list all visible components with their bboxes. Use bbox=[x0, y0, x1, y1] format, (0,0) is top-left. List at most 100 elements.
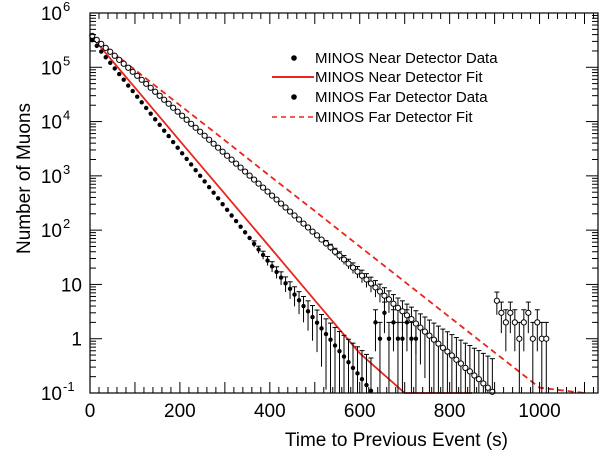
far-data-point bbox=[107, 48, 114, 55]
near-data-point bbox=[251, 241, 257, 247]
fit-line bbox=[89, 33, 585, 394]
far-data-point bbox=[448, 352, 455, 359]
far-data-point bbox=[327, 244, 334, 251]
near-data-point bbox=[179, 151, 185, 156]
near-data-point bbox=[386, 336, 392, 341]
near-data-point bbox=[161, 128, 167, 133]
axis-ticks bbox=[89, 13, 598, 394]
x-tick-label: 800 bbox=[434, 401, 466, 422]
far-data-point bbox=[309, 228, 316, 235]
far-data-point bbox=[259, 184, 267, 191]
far-data-point bbox=[466, 368, 473, 375]
far-data-point bbox=[520, 319, 527, 326]
far-data-point bbox=[188, 120, 195, 127]
far-data-point bbox=[156, 92, 163, 99]
near-data-point bbox=[319, 326, 324, 331]
far-data-point bbox=[147, 84, 154, 91]
far-data-point bbox=[525, 309, 532, 316]
legend-label-near-data: MINOS Near Detector Data bbox=[315, 50, 498, 67]
far-data-point bbox=[421, 328, 429, 335]
y-tick-label: 1 bbox=[71, 330, 82, 351]
far-data-point bbox=[224, 152, 231, 159]
y-tick-label: 10 3 bbox=[41, 162, 70, 188]
far-data-point bbox=[363, 276, 370, 283]
near-data-point bbox=[197, 173, 203, 179]
y-tick-exponent: 6 bbox=[63, 0, 70, 14]
far-data-point bbox=[295, 216, 303, 223]
near-data-point bbox=[103, 55, 108, 60]
far-data-point bbox=[336, 252, 343, 259]
far-data-point bbox=[412, 320, 420, 327]
far-data-point bbox=[529, 335, 536, 342]
far-data-point bbox=[493, 297, 500, 304]
far-data-point bbox=[345, 260, 352, 267]
near-data-point bbox=[256, 247, 261, 252]
near-data-point bbox=[170, 139, 176, 145]
near-data-point bbox=[341, 354, 347, 359]
far-data-point bbox=[273, 196, 280, 203]
y-tick-label: 10 5 bbox=[41, 53, 70, 79]
near-data-point bbox=[283, 281, 288, 286]
y-axis-title: Number of Muons bbox=[14, 103, 35, 254]
near-data-point bbox=[292, 292, 297, 297]
far-data-point bbox=[403, 312, 411, 319]
far-data-point bbox=[385, 296, 393, 303]
far-data-point bbox=[475, 376, 482, 383]
far-data-point bbox=[241, 168, 249, 175]
far-data-point bbox=[215, 144, 222, 151]
far-data-point bbox=[331, 248, 339, 255]
near-data-point bbox=[224, 207, 230, 212]
near-data-point bbox=[395, 336, 401, 341]
near-data-point bbox=[242, 230, 248, 235]
y-tick-exponent: -1 bbox=[63, 379, 75, 394]
near-data-point bbox=[175, 145, 180, 150]
x-tick-label: 200 bbox=[164, 401, 196, 422]
far-data-point bbox=[417, 324, 424, 331]
y-tick-label: 10 2 bbox=[41, 216, 70, 242]
far-data-point bbox=[165, 100, 172, 107]
far-data-point bbox=[313, 232, 321, 239]
near-data-point bbox=[373, 320, 378, 325]
far-data-point bbox=[480, 380, 487, 387]
near-data-point bbox=[364, 382, 369, 388]
far-data-point bbox=[134, 72, 141, 79]
far-data-point bbox=[390, 300, 397, 307]
near-data-point bbox=[400, 336, 405, 341]
near-data-point bbox=[188, 162, 194, 167]
far-data-point bbox=[453, 356, 460, 363]
y-tick-base: 10 bbox=[41, 113, 62, 134]
far-data-point bbox=[435, 340, 442, 347]
far-data-point bbox=[152, 88, 159, 95]
near-data-point bbox=[220, 202, 225, 207]
far-data-point bbox=[444, 348, 451, 355]
far-data-point bbox=[116, 56, 123, 63]
far-data-point bbox=[300, 220, 307, 227]
far-data-point bbox=[233, 160, 240, 167]
far-data-point bbox=[125, 64, 132, 71]
far-data-point bbox=[246, 172, 253, 179]
far-data-point bbox=[471, 372, 478, 379]
far-data-point bbox=[367, 280, 375, 287]
far-data-point bbox=[408, 315, 415, 323]
y-tick-base: 10 bbox=[41, 4, 62, 25]
legend-label-far-fit: MINOS Far Detector Fit bbox=[315, 109, 473, 126]
far-data-point bbox=[170, 104, 177, 111]
far-data-point bbox=[129, 68, 136, 75]
far-data-point bbox=[201, 132, 208, 139]
far-data-point bbox=[111, 52, 118, 59]
near-data-point bbox=[108, 60, 113, 65]
near-data-point bbox=[152, 117, 158, 122]
far-data-point bbox=[179, 112, 186, 119]
near-data-point bbox=[278, 275, 284, 280]
far-data-point bbox=[399, 308, 406, 315]
near-data-point bbox=[377, 336, 383, 341]
near-data-point bbox=[305, 309, 311, 314]
y-tick-base: 10 bbox=[41, 384, 62, 405]
far-data-point bbox=[197, 128, 204, 135]
far-data-point bbox=[102, 44, 109, 51]
near-data-point bbox=[193, 168, 198, 173]
near-data-point bbox=[130, 88, 135, 94]
y-tick-label: 10 6 bbox=[41, 0, 70, 25]
near-data-point bbox=[391, 320, 396, 325]
near-data-point bbox=[346, 359, 351, 365]
